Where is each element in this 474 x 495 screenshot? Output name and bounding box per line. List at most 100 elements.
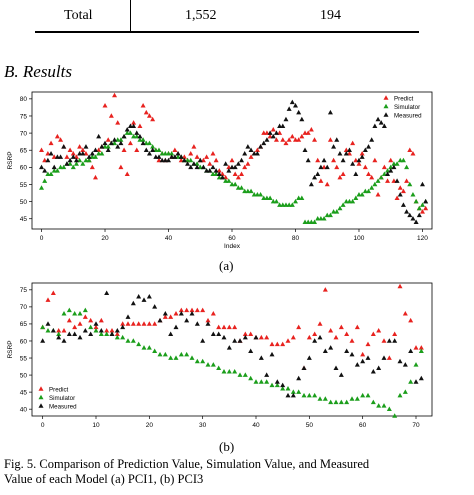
- data-point-measured: [305, 157, 311, 163]
- data-point-simulator: [404, 164, 410, 170]
- data-point-measured: [45, 321, 51, 326]
- data-point-simulator: [264, 195, 270, 200]
- data-point-predict: [109, 328, 115, 333]
- data-point-measured: [273, 130, 279, 135]
- data-point-simulator: [354, 396, 360, 401]
- data-point-measured: [70, 154, 76, 159]
- data-point-predict: [127, 140, 133, 146]
- data-point-simulator: [269, 382, 275, 388]
- chart-b-container: 0 10 20 30 40 50 60 70 40 45 50 55 60 65 70 75 RSRP Predi…: [0, 278, 474, 438]
- data-point-measured: [354, 362, 360, 367]
- data-point-measured: [131, 123, 137, 129]
- data-point-measured: [157, 317, 163, 323]
- table-total-col1: 1,552: [185, 8, 217, 23]
- data-point-simulator: [134, 133, 140, 139]
- data-point-predict: [264, 334, 270, 340]
- data-point-measured: [189, 310, 195, 316]
- data-point-measured: [127, 123, 133, 129]
- data-point-simulator: [45, 328, 51, 333]
- data-point-simulator: [150, 144, 156, 149]
- data-point-predict: [248, 154, 254, 159]
- data-point-predict: [77, 321, 83, 326]
- data-point-predict: [296, 137, 302, 142]
- data-point-measured: [375, 116, 381, 122]
- legend-entry-simulator: Simulator: [49, 395, 75, 402]
- data-point-measured: [248, 147, 254, 153]
- data-point-predict: [245, 161, 251, 166]
- data-point-measured: [67, 157, 73, 163]
- data-point-simulator: [388, 164, 394, 170]
- data-point-predict: [388, 157, 394, 163]
- data-point-predict: [136, 321, 142, 326]
- data-point-predict: [89, 164, 95, 170]
- data-point-measured: [173, 324, 179, 330]
- data-point-predict: [258, 334, 264, 340]
- data-point-measured: [261, 140, 267, 146]
- data-point-predict: [400, 188, 406, 194]
- data-point-predict: [115, 120, 121, 125]
- data-point-simulator: [391, 161, 397, 166]
- data-point-simulator: [42, 178, 48, 183]
- data-point-predict: [216, 324, 222, 330]
- data-point-simulator: [223, 178, 229, 183]
- data-point-predict: [112, 92, 118, 98]
- data-point-simulator: [197, 164, 203, 170]
- data-point-measured: [404, 209, 410, 214]
- data-point-predict: [150, 116, 156, 122]
- data-point-measured: [338, 372, 344, 377]
- data-point-measured: [114, 328, 120, 333]
- table-bottom-rule: [35, 31, 419, 33]
- legend-entry-predict: Predict: [394, 95, 414, 102]
- data-point-measured: [280, 382, 286, 388]
- data-point-measured: [188, 164, 194, 170]
- data-point-simulator: [51, 168, 57, 173]
- data-point-measured: [197, 157, 203, 163]
- data-point-measured: [418, 375, 424, 381]
- data-point-measured: [216, 171, 222, 176]
- data-point-simulator: [333, 399, 339, 405]
- data-point-predict: [340, 171, 346, 176]
- data-point-simulator: [261, 195, 267, 200]
- data-point-measured: [312, 338, 318, 343]
- data-point-measured: [302, 147, 308, 153]
- data-point-simulator: [226, 368, 232, 374]
- data-point-predict: [140, 103, 146, 108]
- data-point-predict: [394, 195, 400, 200]
- data-point-simulator: [343, 198, 349, 204]
- data-point-predict: [181, 154, 187, 159]
- data-point-measured: [216, 331, 222, 336]
- y-tick-label: 60: [20, 165, 28, 172]
- data-point-measured: [77, 334, 83, 340]
- data-point-predict: [305, 130, 311, 135]
- data-point-predict: [105, 137, 111, 142]
- data-point-predict: [207, 161, 213, 166]
- data-point-predict: [141, 321, 147, 326]
- data-point-measured: [324, 164, 330, 170]
- data-point-measured: [93, 321, 99, 326]
- data-point-simulator: [66, 307, 72, 313]
- data-point-predict: [350, 140, 356, 146]
- chart-a: 0 20 40 60 80 100 120 45 50 55 60 65 70 75 80 Index RSRP…: [7, 91, 433, 250]
- data-point-measured: [410, 216, 416, 221]
- data-point-simulator: [366, 188, 372, 194]
- data-point-simulator: [362, 188, 368, 194]
- data-point-measured: [269, 351, 275, 357]
- data-point-predict: [362, 164, 368, 170]
- data-point-simulator: [369, 185, 375, 190]
- data-point-measured: [105, 147, 111, 153]
- data-point-predict: [306, 334, 312, 340]
- figure-caption-line-1: Fig. 5. Comparison of Prediction Value, …: [4, 457, 370, 471]
- data-point-predict: [333, 334, 339, 340]
- data-point-predict: [130, 321, 136, 326]
- data-point-measured: [235, 161, 241, 166]
- data-point-measured: [184, 317, 190, 323]
- data-point-measured: [270, 133, 276, 139]
- data-point-simulator: [302, 219, 308, 224]
- x-tick-label: 120: [417, 235, 428, 242]
- legend-entry-measured: Measured: [394, 112, 422, 119]
- data-point-simulator: [235, 185, 241, 190]
- data-point-simulator: [353, 195, 359, 200]
- data-point-measured: [248, 348, 254, 354]
- data-point-measured: [381, 355, 387, 360]
- data-point-simulator: [162, 351, 168, 357]
